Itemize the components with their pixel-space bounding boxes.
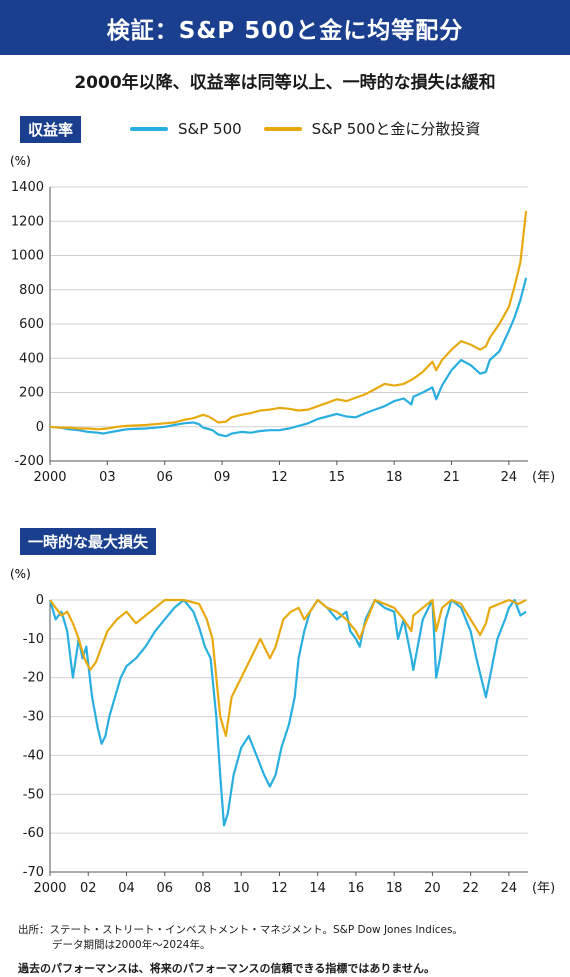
- returns-section-label: 収益率: [20, 116, 82, 143]
- drawdown-y-unit: (%): [10, 567, 31, 581]
- chart-subtitle: 2000年以降、収益率は同等以上、一時的な損失は緩和: [74, 73, 496, 93]
- legend-item-blend: S&P 500と金に分散投資: [263, 118, 481, 139]
- legend-label-sp500: S&P 500: [178, 119, 242, 138]
- drawdown-x-tick: 2000: [33, 881, 66, 896]
- drawdown-y-tick: -30: [23, 710, 44, 725]
- returns-x-tick: 03: [99, 470, 116, 485]
- drawdown-y-tick: -70: [23, 865, 44, 880]
- drawdown-x-tick: 04: [118, 881, 135, 896]
- drawdown-x-tick: 02: [80, 881, 97, 896]
- legend-label-blend: S&P 500と金に分散投資: [311, 120, 481, 138]
- legend-item-sp500: S&P 500: [130, 120, 242, 138]
- source-line-1: 出所：ステート・ストリート・インベストメント・マネジメント。S&P Dow Jo…: [18, 924, 463, 936]
- returns-x-tick: 15: [329, 470, 346, 485]
- returns-y-unit: (%): [10, 154, 31, 168]
- returns-y-tick: 200: [19, 386, 44, 401]
- source-note: 出所：ステート・ストリート・インベストメント・マネジメント。S&P Dow Jo…: [18, 922, 463, 952]
- returns-y-tick: -200: [14, 454, 44, 469]
- returns-series-blend: [49, 210, 528, 431]
- drawdown-y-tick: 0: [36, 593, 44, 608]
- returns-y-tick: 600: [19, 317, 44, 332]
- returns-y-tick: 0: [36, 420, 44, 435]
- legend-swatch-blend: [263, 126, 302, 131]
- drawdown-section-label: 一時的な最大損失: [20, 528, 157, 555]
- returns-x-tick: 09: [214, 470, 231, 485]
- drawdown-y-tick: -40: [23, 748, 44, 763]
- drawdown-x-tick: 12: [271, 881, 288, 896]
- returns-y-tick: 1400: [11, 180, 44, 195]
- returns-x-unit: (年): [532, 470, 555, 485]
- drawdown-series-sp500: [48, 598, 527, 827]
- returns-x-tick: 12: [271, 470, 288, 485]
- returns-series-sp500: [49, 277, 528, 438]
- returns-y-tick: 800: [19, 283, 44, 298]
- drawdown-x-tick: 14: [309, 881, 326, 896]
- returns-y-tick: 400: [19, 351, 44, 366]
- returns-chart: (%) -200 0 200 400 600 800 1000 1200 1400 2000 03 06…: [10, 154, 555, 485]
- returns-x-tick: 18: [386, 470, 403, 485]
- drawdown-x-tick: 06: [156, 881, 173, 896]
- legend-swatch-sp500: [130, 126, 168, 131]
- disclaimer: 過去のパフォーマンスは、将来のパフォーマンスの信頼できる指標ではありません。: [18, 962, 436, 975]
- returns-x-tick: 21: [443, 470, 460, 485]
- drawdown-x-tick: 18: [386, 881, 403, 896]
- drawdown-x-unit: (年): [532, 881, 555, 896]
- drawdown-x-tick: 16: [348, 881, 365, 896]
- returns-x-tick: 06: [156, 470, 173, 485]
- returns-x-tick: 24: [501, 470, 518, 485]
- drawdown-y-tick: -20: [23, 671, 44, 686]
- returns-x-tick: 2000: [33, 470, 66, 485]
- source-line-2: データ期間は2000年～2024年。: [52, 939, 211, 951]
- page-title: 検証：S&P 500と金に均等配分: [0, 0, 570, 55]
- legend: S&P 500 S&P 500と金に分散投資: [130, 118, 502, 139]
- drawdown-x-tick: 22: [462, 881, 479, 896]
- drawdown-y-tick: -60: [23, 826, 44, 841]
- returns-y-tick: 1200: [11, 214, 44, 229]
- drawdown-x-tick: 24: [501, 881, 518, 896]
- drawdown-y-tick: -50: [23, 787, 44, 802]
- drawdown-x-tick: 20: [424, 881, 441, 896]
- drawdown-x-tick: 08: [195, 881, 212, 896]
- drawdown-y-tick: -10: [23, 632, 44, 647]
- drawdown-x-tick: 10: [233, 881, 250, 896]
- drawdown-series-blend: [49, 598, 527, 738]
- returns-y-tick: 1000: [11, 249, 44, 264]
